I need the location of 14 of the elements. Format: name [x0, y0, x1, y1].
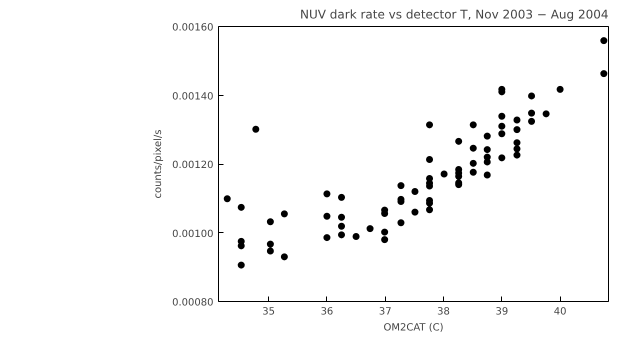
x-tick-label: 39 [495, 306, 508, 318]
y-tick-label: 0.00120 [172, 160, 214, 171]
x-axis-title: OM2CAT (C) [384, 322, 444, 334]
y-axis-title: counts/pixel/s [153, 129, 164, 199]
x-tick-label: 35 [262, 306, 276, 318]
x-tick-label: 38 [437, 306, 450, 318]
y-tick-label: 0.00140 [172, 91, 214, 102]
y-tick-label: 0.00160 [172, 22, 214, 34]
y-tick-label: 0.00100 [172, 228, 214, 240]
y-tick-label: 0.00080 [172, 298, 214, 308]
chart-title: NUV dark rate vs detector T, Nov 2003 − Aug 2004 [300, 8, 609, 22]
x-tick-label: 36 [320, 306, 334, 318]
x-tick-label: 40 [554, 306, 566, 318]
x-tick-label: 37 [378, 306, 392, 318]
